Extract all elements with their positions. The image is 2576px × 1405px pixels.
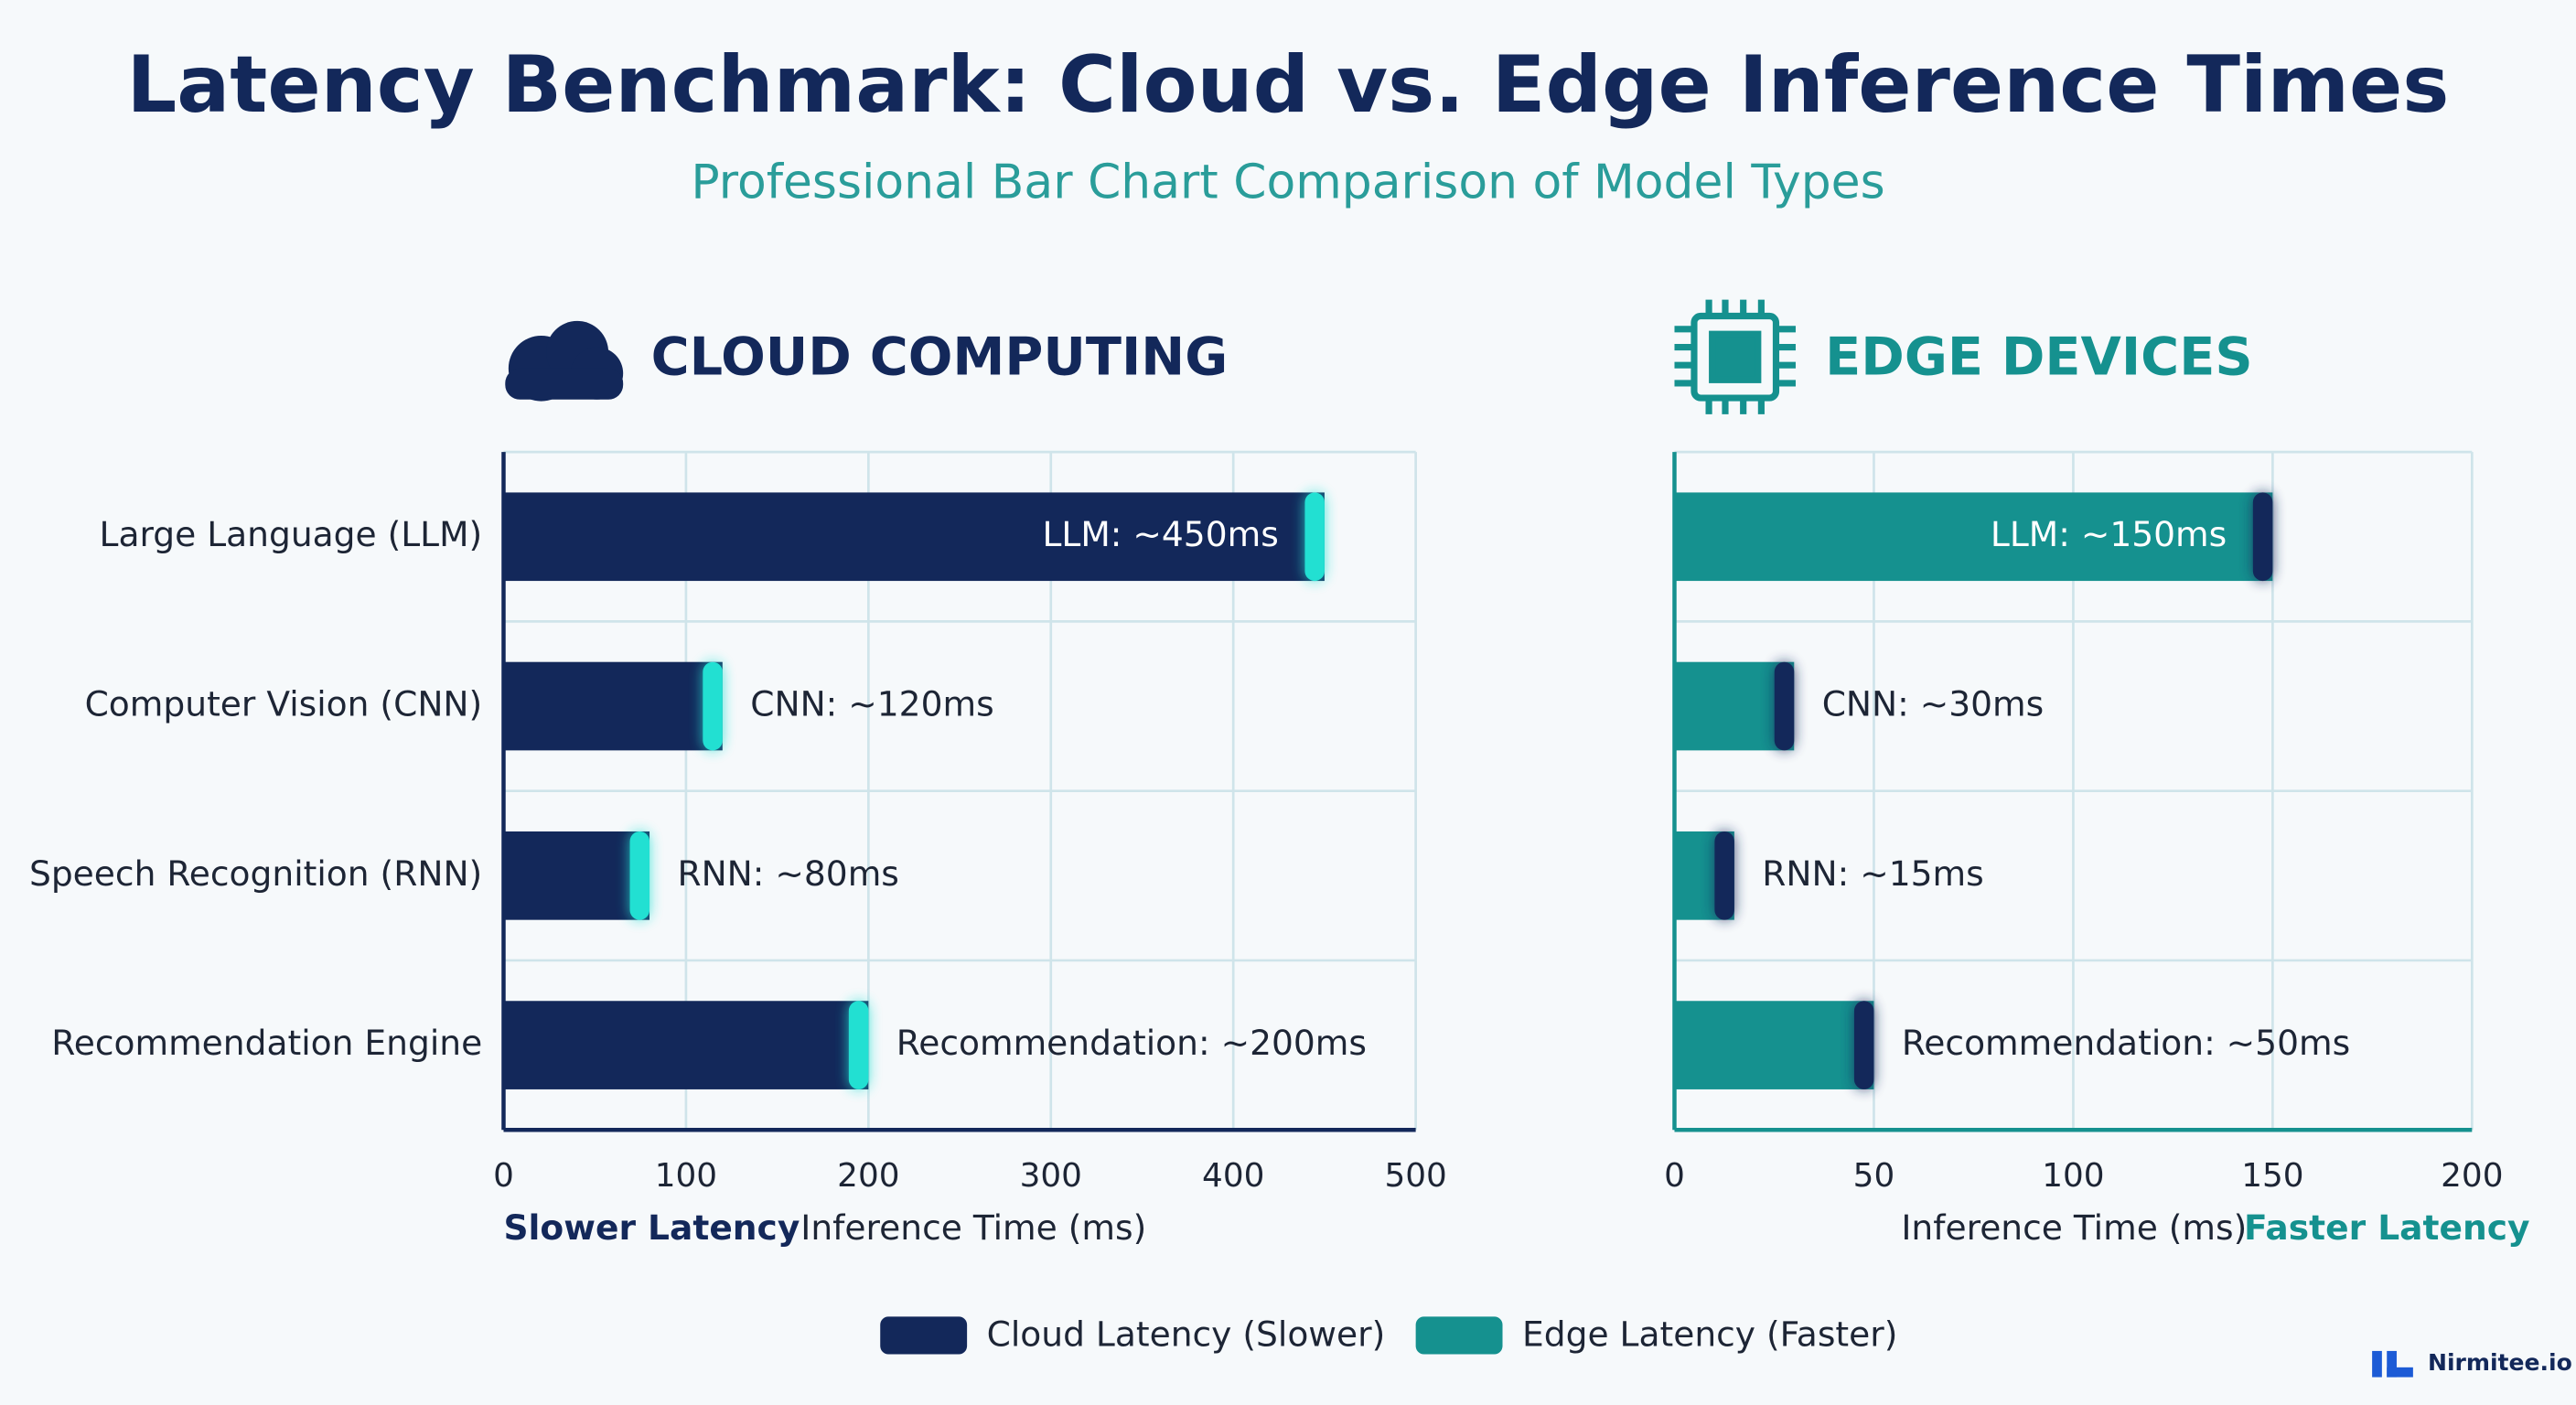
value-label: LLM: ~450ms bbox=[1042, 514, 1278, 554]
brand: Nirmitee.io bbox=[2428, 1349, 2572, 1376]
x-tick-label: 50 bbox=[1853, 1157, 1895, 1195]
bar bbox=[1674, 1001, 1874, 1089]
x-tick-label: 0 bbox=[1664, 1157, 1685, 1195]
x-tick-label: 100 bbox=[655, 1157, 717, 1195]
category-label: Large Language (LLM) bbox=[100, 514, 483, 554]
x-tick-label: 200 bbox=[2441, 1157, 2503, 1195]
page-subtitle: Professional Bar Chart Comparison of Mod… bbox=[691, 155, 1884, 209]
value-label: RNN: ~80ms bbox=[677, 853, 898, 894]
x-tick-label: 100 bbox=[2042, 1157, 2104, 1195]
x-tick-label: 400 bbox=[1202, 1157, 1264, 1195]
chip-icon bbox=[1674, 299, 1796, 414]
x-tick-label: 300 bbox=[1020, 1157, 1082, 1195]
category-label: Speech Recognition (RNN) bbox=[29, 853, 482, 894]
legend-swatch bbox=[880, 1316, 968, 1355]
value-label: CNN: ~30ms bbox=[1822, 684, 2045, 724]
x-tick-label: 0 bbox=[493, 1157, 514, 1195]
bar-cap bbox=[1304, 492, 1325, 582]
bar-cap bbox=[848, 1001, 869, 1089]
category-label: Computer Vision (CNN) bbox=[85, 684, 483, 724]
bar-cap bbox=[1853, 1001, 1874, 1089]
bar bbox=[1674, 661, 1795, 751]
brand-logo bbox=[2372, 1350, 2413, 1378]
legend-label: Edge Latency (Faster) bbox=[1522, 1314, 1897, 1354]
x-tick-label: 200 bbox=[837, 1157, 899, 1195]
bar bbox=[503, 661, 723, 751]
panel-title: EDGE DEVICES bbox=[1825, 326, 2252, 387]
bar-cap bbox=[1714, 831, 1734, 920]
value-label: Recommendation: ~200ms bbox=[896, 1023, 1367, 1063]
axis-annotation: Slower Latency bbox=[503, 1207, 800, 1248]
page-title: Latency Benchmark: Cloud vs. Edge Infere… bbox=[127, 39, 2450, 131]
x-tick-label: 500 bbox=[1384, 1157, 1446, 1195]
x-axis-title: Inference Time (ms) bbox=[1901, 1207, 2247, 1248]
x-axis-title: Inference Time (ms) bbox=[800, 1207, 1146, 1248]
value-label: Recommendation: ~50ms bbox=[1902, 1023, 2350, 1063]
bar bbox=[503, 1001, 869, 1089]
value-label: RNN: ~15ms bbox=[1762, 853, 1983, 894]
bar bbox=[503, 492, 1325, 582]
value-label: CNN: ~120ms bbox=[750, 684, 993, 724]
bar bbox=[503, 831, 650, 920]
axis-annotation: Faster Latency bbox=[2244, 1207, 2530, 1248]
x-tick-label: 150 bbox=[2241, 1157, 2303, 1195]
value-label: LLM: ~150ms bbox=[1991, 514, 2227, 554]
bar-cap bbox=[703, 661, 723, 751]
legend-label: Cloud Latency (Slower) bbox=[987, 1314, 1386, 1354]
bar-cap bbox=[1774, 661, 1795, 751]
bar-cap bbox=[2252, 492, 2273, 582]
panel-title: CLOUD COMPUTING bbox=[651, 326, 1229, 387]
cloud-icon bbox=[505, 320, 624, 402]
bar-cap bbox=[629, 831, 650, 920]
category-label: Recommendation Engine bbox=[51, 1023, 482, 1063]
bar bbox=[1674, 492, 2273, 582]
legend-swatch bbox=[1415, 1316, 1503, 1355]
